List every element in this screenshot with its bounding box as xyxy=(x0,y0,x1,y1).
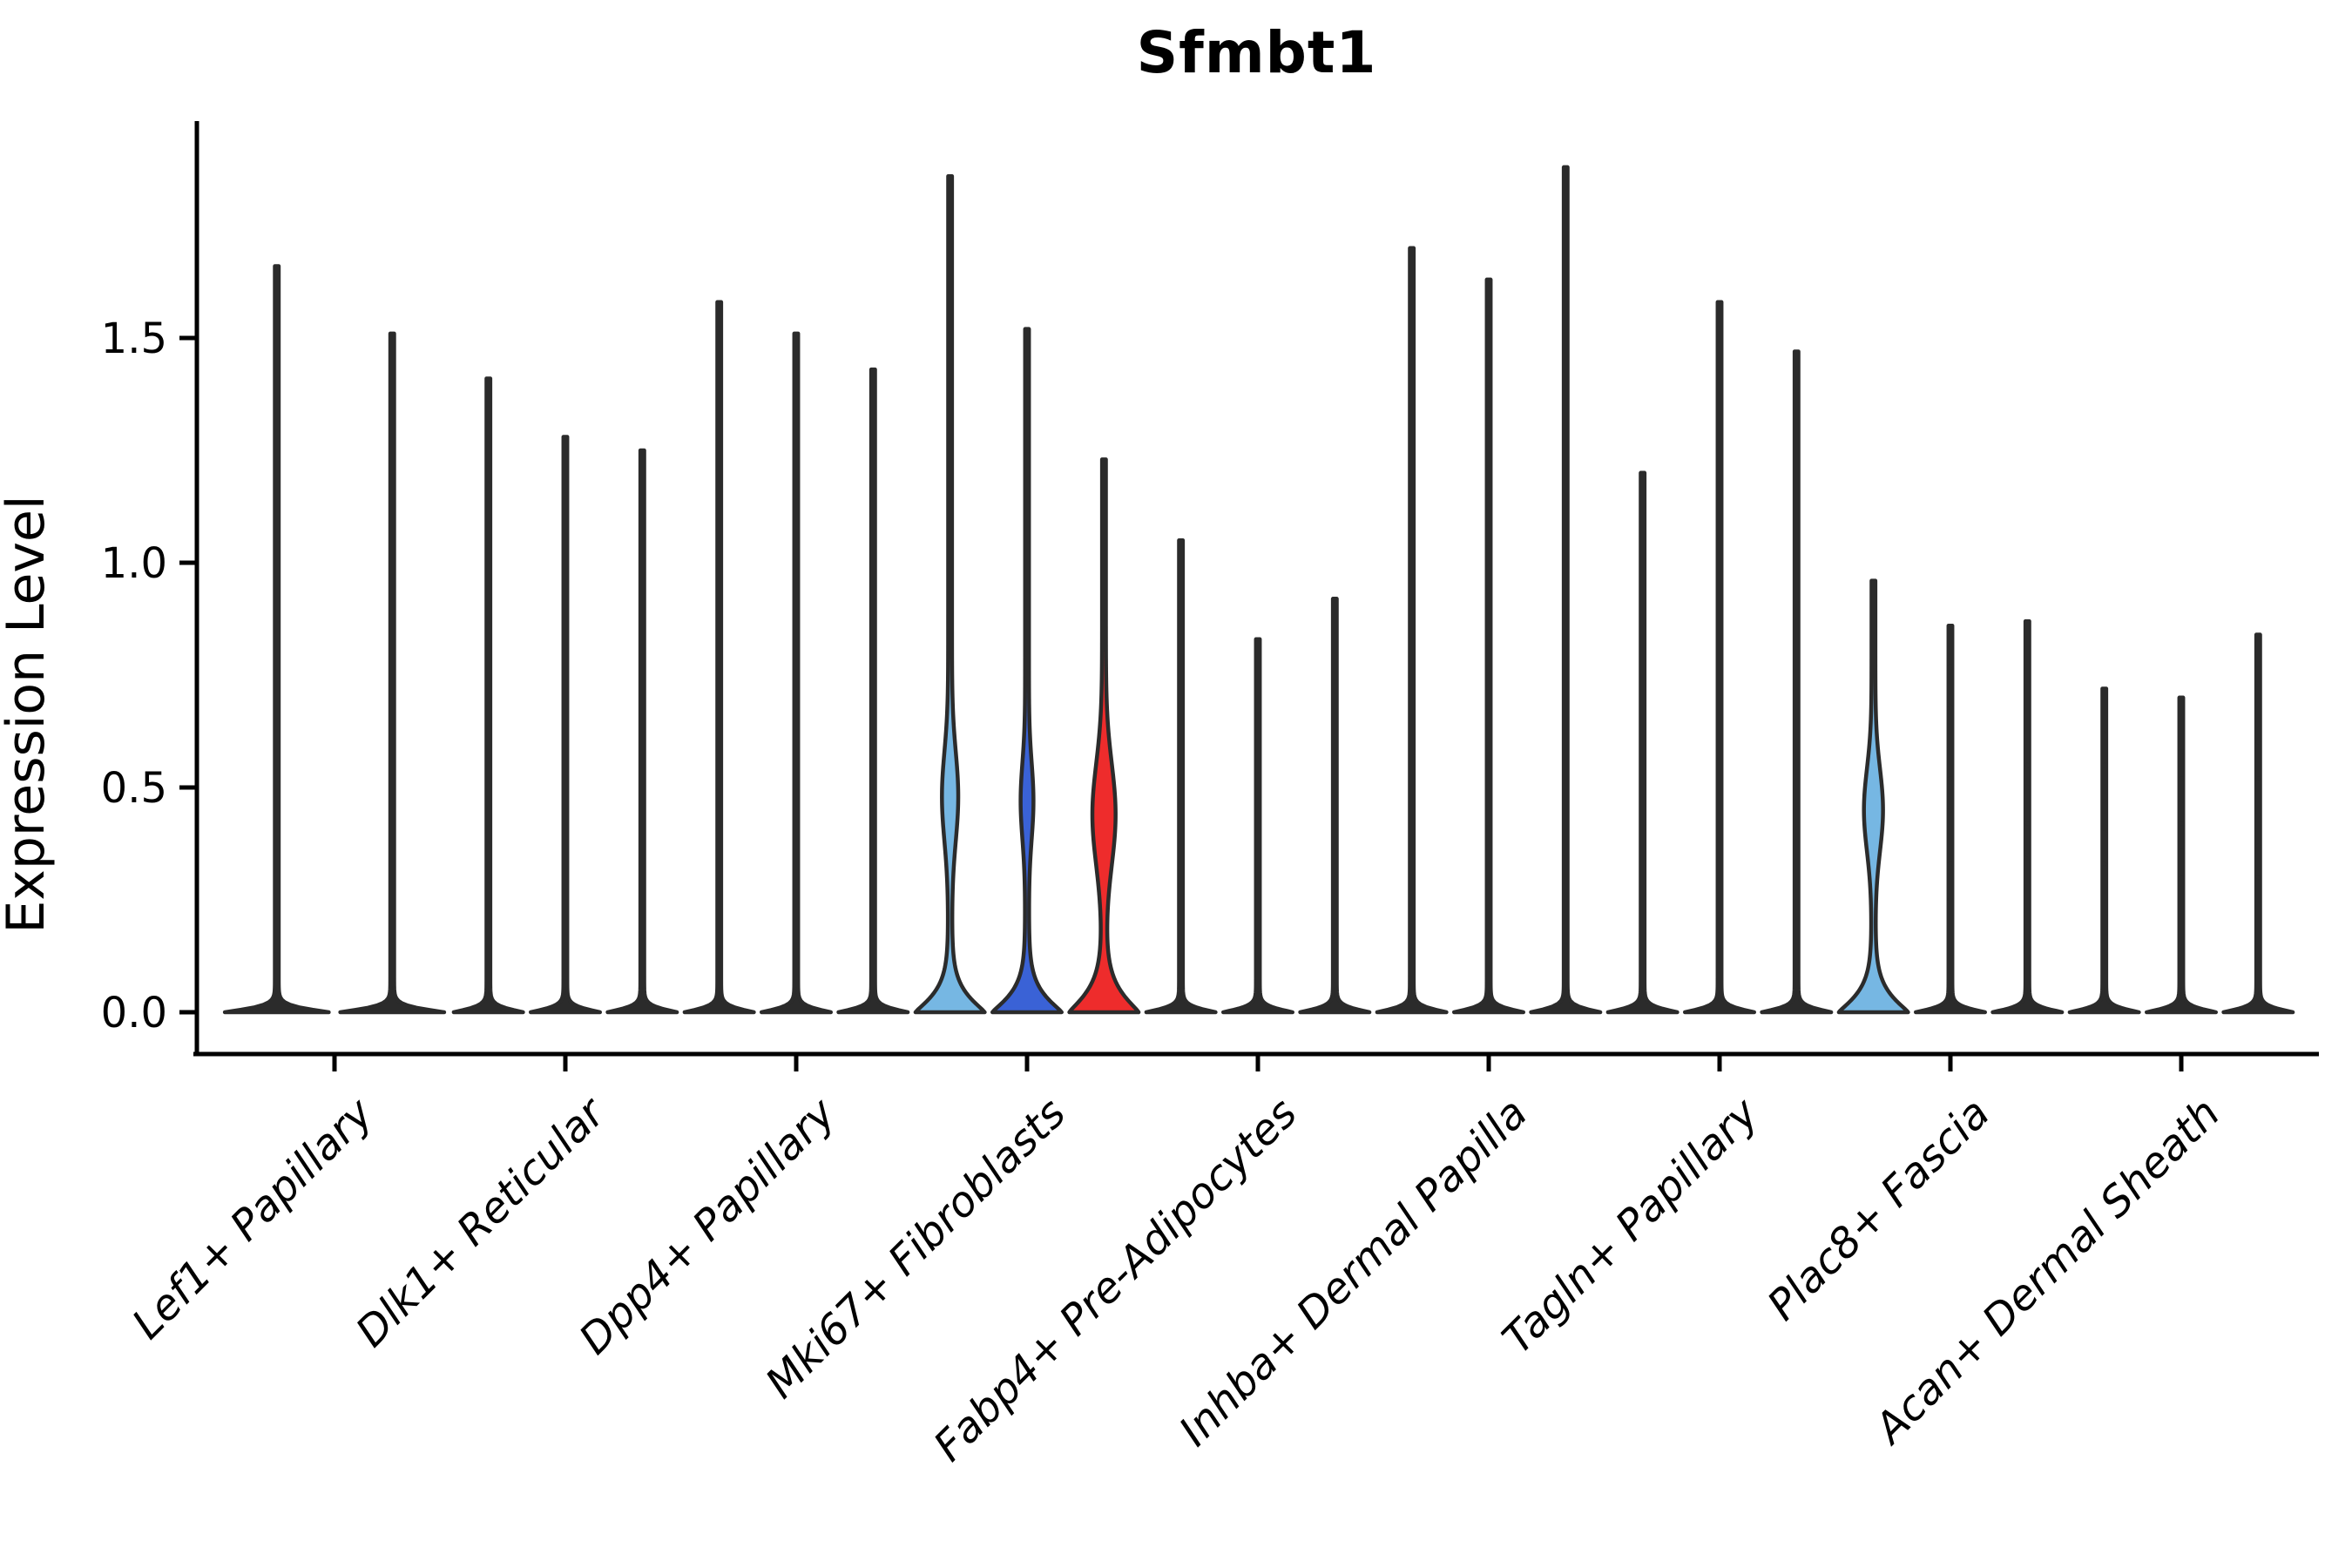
violin-5-2 xyxy=(1221,637,1294,1015)
data-point-dot xyxy=(2179,749,2184,754)
violin-7-2 xyxy=(1683,300,1756,1015)
y-tick-label: 1.5 xyxy=(101,314,167,363)
violin-9-3 xyxy=(2221,632,2295,1015)
data-point-dot xyxy=(2179,848,2184,853)
violin-6-3 xyxy=(1529,165,1603,1015)
data-point-dot xyxy=(1948,808,1953,813)
data-point-dot xyxy=(2102,862,2107,867)
y-tick-label: 1.0 xyxy=(101,539,167,588)
violin-4-2 xyxy=(990,327,1064,1015)
data-point-dot xyxy=(2102,762,2107,767)
data-point-dot xyxy=(1948,897,1953,902)
violin-9-1 xyxy=(2067,686,2141,1015)
data-point-dot xyxy=(1948,862,1953,867)
violin-9-2 xyxy=(2145,695,2218,1015)
violin-1-1 xyxy=(222,264,331,1015)
data-point-dot xyxy=(2024,821,2030,826)
violin-5-3 xyxy=(1298,597,1372,1015)
page-title: Sfmbt1 xyxy=(1136,19,1377,86)
violin-3-1 xyxy=(682,300,756,1015)
violin-2-3 xyxy=(605,448,679,1015)
data-point-dot xyxy=(2024,785,2030,790)
violin-8-1 xyxy=(1836,578,1910,1015)
violin-layer xyxy=(222,165,2295,1015)
data-point-dot xyxy=(1948,664,1953,669)
data-point-dot xyxy=(2179,875,2184,880)
data-point-dot xyxy=(2179,799,2184,803)
data-point-dot xyxy=(2255,812,2261,817)
data-point-dot xyxy=(2255,875,2261,880)
y-tick-label-layer: 0.0 0.5 1.0 1.5 xyxy=(101,314,167,1037)
violin-5-1 xyxy=(1144,537,1218,1015)
violin-6-2 xyxy=(1452,277,1525,1015)
violin-2-1 xyxy=(451,376,525,1015)
data-point-dot xyxy=(2255,740,2261,745)
violin-8-3 xyxy=(1990,618,2065,1015)
data-point-dot xyxy=(2024,853,2030,857)
data-point-dot xyxy=(2179,821,2184,826)
violin-4-3 xyxy=(1067,457,1141,1015)
y-tick-label: 0.0 xyxy=(101,989,167,1037)
violin-7-1 xyxy=(1605,470,1680,1015)
data-point-dot xyxy=(2102,830,2107,835)
violin-1-2 xyxy=(338,331,447,1015)
violin-4-1 xyxy=(913,173,987,1015)
data-point-dot xyxy=(1948,776,1953,781)
violin-6-1 xyxy=(1375,246,1449,1015)
data-point-dot xyxy=(2102,731,2107,736)
data-point-dot xyxy=(2024,762,2030,767)
violin-3-3 xyxy=(836,367,910,1015)
y-axis-title-text: Expression Level xyxy=(0,495,57,934)
violin-8-2 xyxy=(1914,623,1987,1015)
data-point-dot xyxy=(2102,799,2107,803)
violin-3-2 xyxy=(760,331,833,1015)
violin-2-2 xyxy=(529,435,602,1015)
y-tick-label: 0.5 xyxy=(101,764,167,813)
axis-layer xyxy=(179,121,2319,1071)
data-point-dot xyxy=(1948,704,1953,709)
data-point-dot xyxy=(2255,776,2261,781)
violin-7-3 xyxy=(1760,349,1834,1015)
data-point-dot xyxy=(2255,843,2261,848)
data-point-dot xyxy=(2179,776,2184,781)
